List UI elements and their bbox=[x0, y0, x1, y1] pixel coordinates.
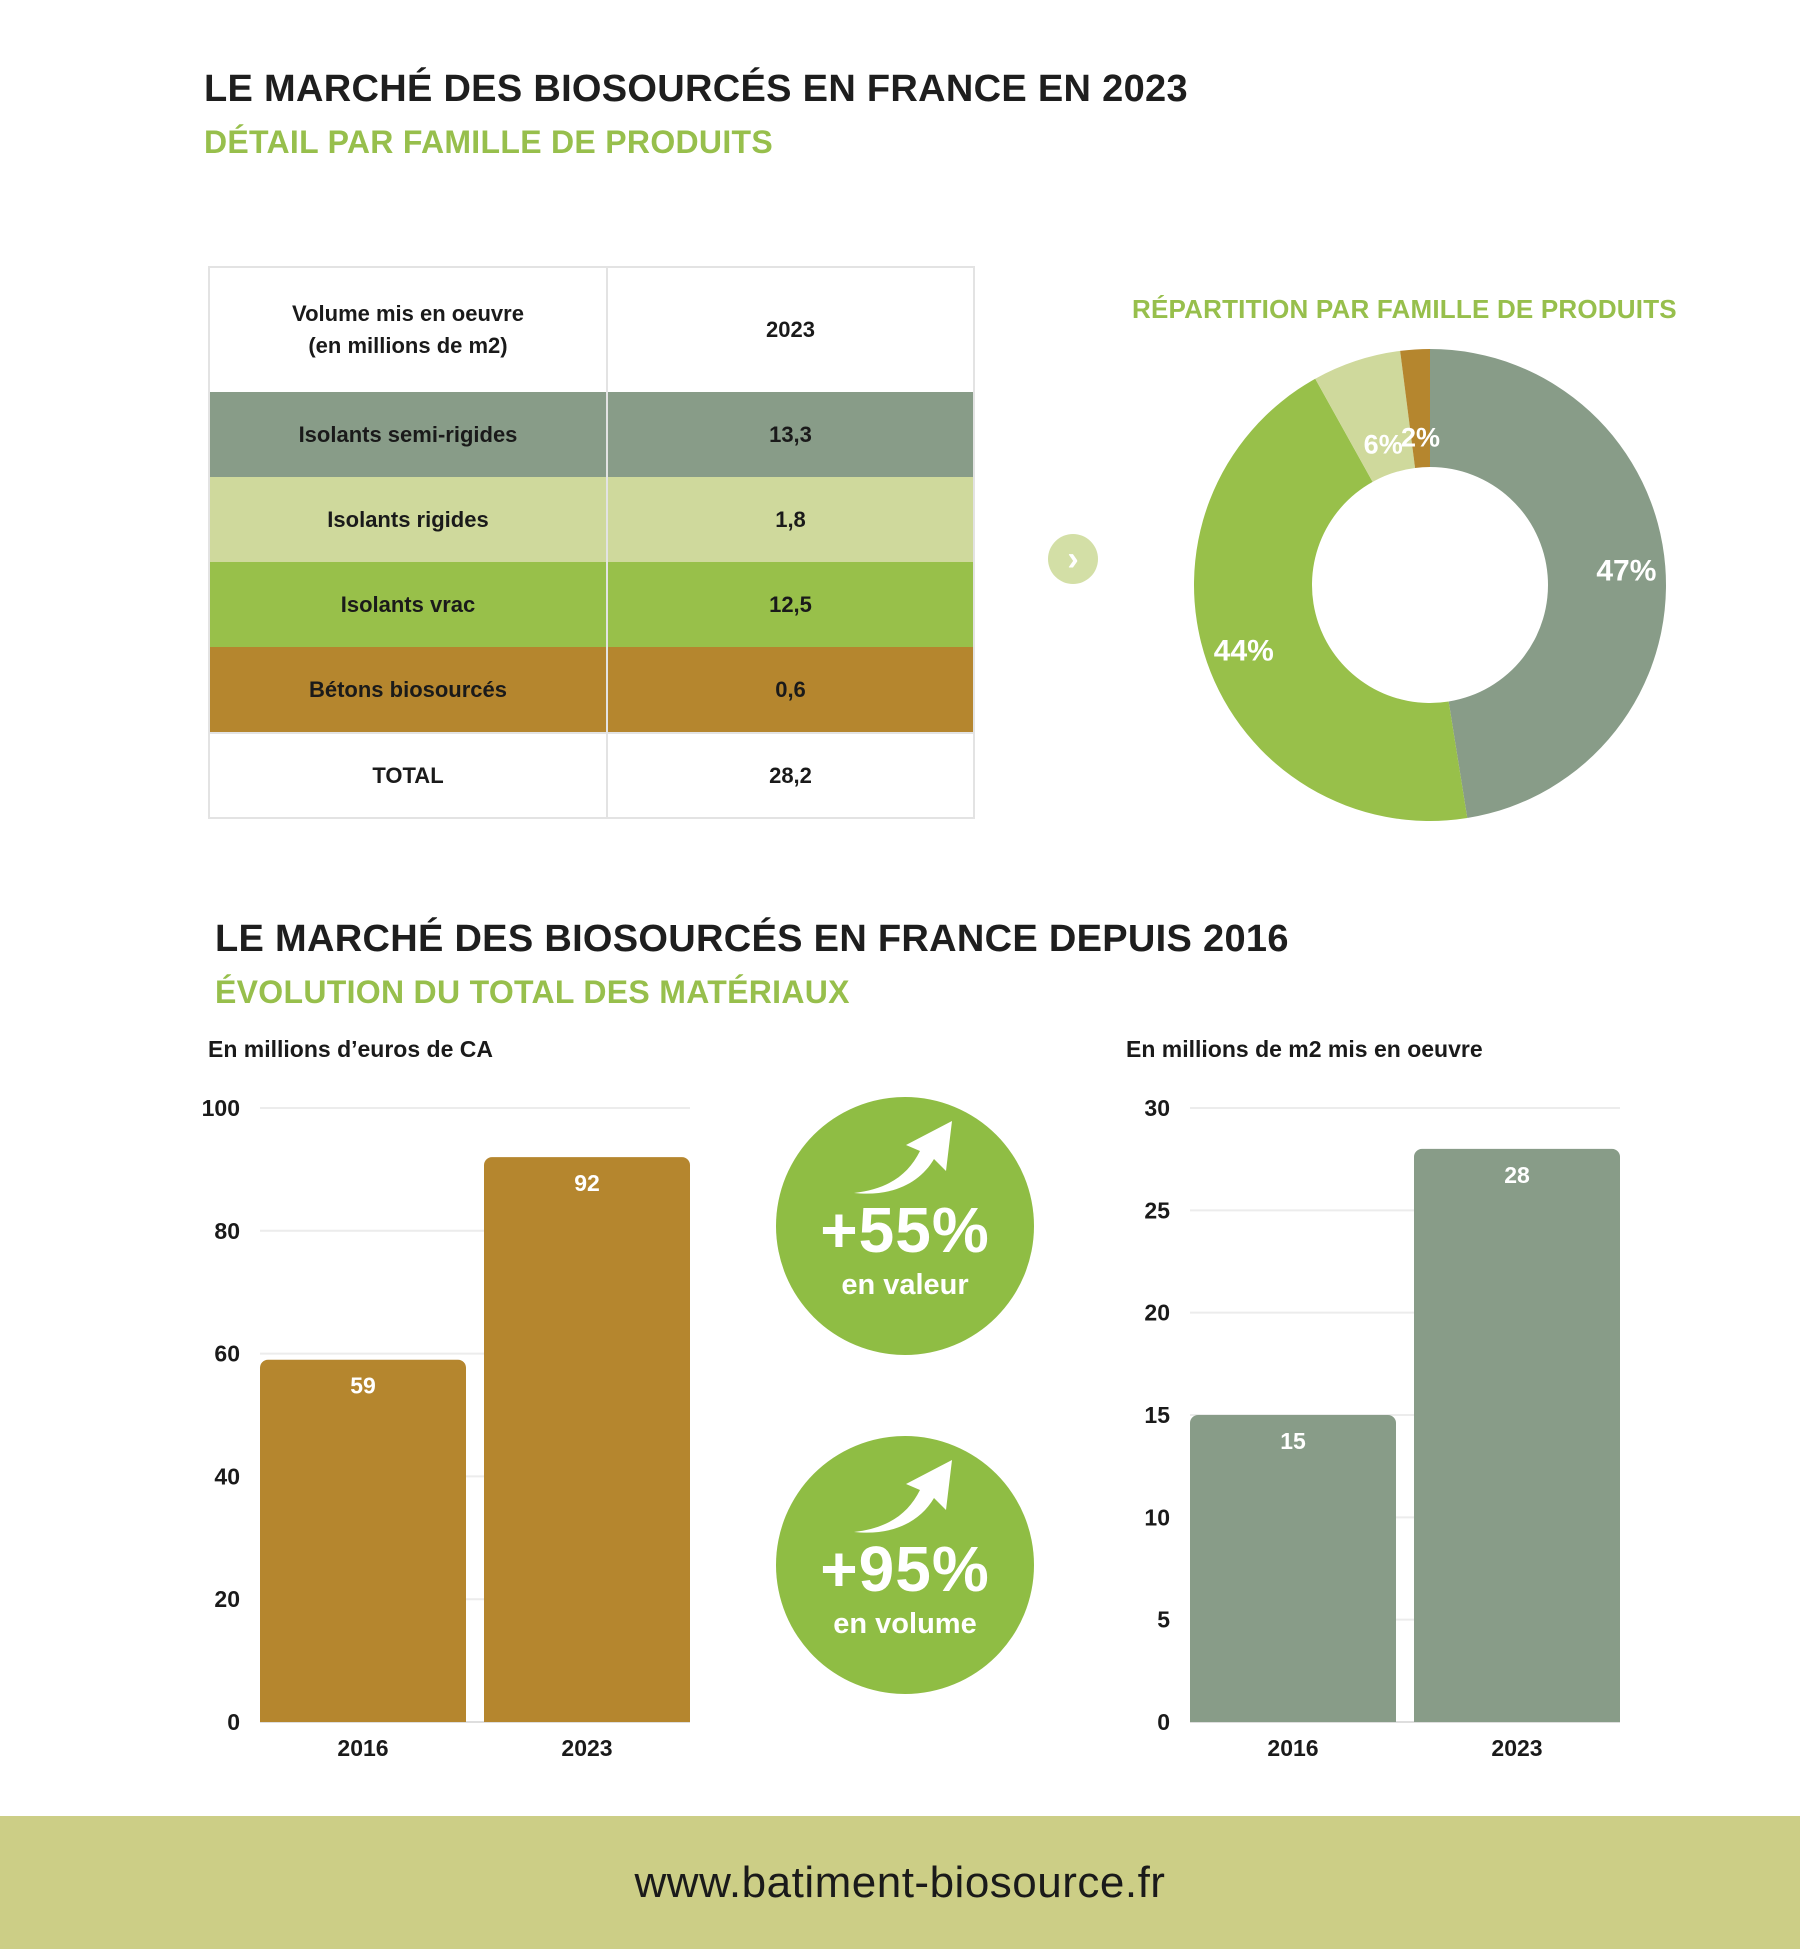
bar-base bbox=[1190, 1425, 1396, 1722]
table-row: Isolants semi-rigides 13,3 bbox=[210, 392, 973, 477]
trend-up-arrow-icon bbox=[854, 1460, 952, 1533]
table-header-row: Volume mis en oeuvre (en millions de m2)… bbox=[210, 268, 973, 392]
row-value: 13,3 bbox=[769, 421, 812, 447]
donut-slice-label: 2% bbox=[1401, 422, 1440, 452]
x-tick-label: 2016 bbox=[1267, 1735, 1318, 1761]
section1-title: LE MARCHÉ DES BIOSOURCÉS EN FRANCE EN 20… bbox=[204, 68, 1188, 110]
table-header-label: Volume mis en oeuvre (en millions de m2) bbox=[210, 268, 608, 392]
table-row: Isolants vrac 12,5 bbox=[210, 562, 973, 647]
badge-label: en valeur bbox=[841, 1269, 969, 1301]
y-tick-label: 0 bbox=[227, 1709, 240, 1735]
bar-chart-right-ylabel: En millions de m2 mis en oeuvre bbox=[1126, 1036, 1483, 1062]
y-tick-label: 25 bbox=[1144, 1197, 1170, 1223]
bar-base bbox=[260, 1369, 466, 1722]
footer-url[interactable]: www.batiment-biosource.fr bbox=[634, 1857, 1166, 1907]
bar-value-label: 59 bbox=[350, 1373, 376, 1399]
x-tick-label: 2023 bbox=[1491, 1735, 1542, 1761]
donut-slice-label: 47% bbox=[1596, 554, 1656, 587]
donut-title: RÉPARTITION PAR FAMILLE DE PRODUITS bbox=[1132, 294, 1677, 324]
y-tick-label: 20 bbox=[214, 1586, 240, 1612]
total-label: TOTAL bbox=[210, 734, 608, 817]
volume-table: Volume mis en oeuvre (en millions de m2)… bbox=[208, 266, 975, 819]
bar-base bbox=[484, 1167, 690, 1722]
table-header-year: 2023 bbox=[766, 317, 815, 343]
row-value: 1,8 bbox=[775, 506, 806, 532]
badge-volume-growth: +95% en volume bbox=[776, 1436, 1034, 1694]
bar-chart-left-ylabel: En millions d’euros de CA bbox=[208, 1036, 493, 1062]
y-tick-label: 5 bbox=[1157, 1607, 1170, 1633]
donut-slice bbox=[1400, 349, 1430, 468]
y-tick-label: 80 bbox=[214, 1218, 240, 1244]
section2-subtitle: ÉVOLUTION DU TOTAL DES MATÉRIAUX bbox=[215, 974, 850, 1010]
badge-pct: +55% bbox=[820, 1194, 990, 1266]
header-line-1: Volume mis en oeuvre bbox=[292, 301, 524, 327]
trend-up-arrow-icon bbox=[854, 1121, 952, 1194]
badge-label: en volume bbox=[833, 1608, 977, 1640]
donut-slice-label: 44% bbox=[1214, 634, 1274, 667]
total-value: 28,2 bbox=[769, 762, 812, 788]
header-line-2: (en millions de m2) bbox=[308, 333, 508, 358]
chevron-right-icon[interactable]: › bbox=[1048, 534, 1098, 584]
row-label: Isolants semi-rigides bbox=[210, 392, 608, 477]
y-tick-label: 40 bbox=[214, 1463, 240, 1489]
bar-value-label: 15 bbox=[1280, 1428, 1306, 1454]
badge-value-growth: +55% en valeur bbox=[776, 1097, 1034, 1355]
donut-slice bbox=[1315, 350, 1416, 482]
row-label: Isolants vrac bbox=[210, 562, 608, 647]
x-tick-label: 2023 bbox=[561, 1735, 612, 1761]
donut-slice-label: 6% bbox=[1364, 429, 1403, 459]
section2-title: LE MARCHÉ DES BIOSOURCÉS EN FRANCE DEPUI… bbox=[215, 918, 1289, 960]
table-total-row: TOTAL 28,2 bbox=[210, 732, 973, 817]
donut-slice bbox=[1194, 378, 1468, 821]
row-label: Isolants rigides bbox=[210, 477, 608, 562]
x-tick-label: 2016 bbox=[337, 1735, 388, 1761]
row-label: Bétons biosourcés bbox=[210, 647, 608, 732]
bar-base bbox=[1414, 1158, 1620, 1722]
table-row: Bétons biosourcés 0,6 bbox=[210, 647, 973, 732]
donut-slice bbox=[1430, 349, 1666, 819]
y-tick-label: 15 bbox=[1144, 1402, 1170, 1428]
row-value: 12,5 bbox=[769, 591, 812, 617]
y-tick-label: 100 bbox=[202, 1095, 240, 1121]
row-value: 0,6 bbox=[775, 676, 806, 702]
donut-chart: 47% 44% 6%2% bbox=[1194, 349, 1666, 821]
bar-chart-volume: 0 5 10 15 20 25 30 15 2016 28 2023 bbox=[1144, 1095, 1620, 1761]
bar-chart-value: 0 20 40 60 80 100 59 2016 92 2023 bbox=[202, 1095, 690, 1761]
section1-subtitle: DÉTAIL PAR FAMILLE DE PRODUITS bbox=[204, 124, 774, 160]
badge-pct: +95% bbox=[820, 1533, 990, 1605]
table-row: Isolants rigides 1,8 bbox=[210, 477, 973, 562]
y-tick-label: 30 bbox=[1144, 1095, 1170, 1121]
bar-value-label: 92 bbox=[574, 1170, 600, 1196]
bar-value-label: 28 bbox=[1504, 1162, 1530, 1188]
y-tick-label: 0 bbox=[1157, 1709, 1170, 1735]
y-tick-label: 60 bbox=[214, 1341, 240, 1367]
footer-bar: www.batiment-biosource.fr bbox=[0, 1816, 1800, 1949]
y-tick-label: 20 bbox=[1144, 1300, 1170, 1326]
y-tick-label: 10 bbox=[1144, 1504, 1170, 1530]
